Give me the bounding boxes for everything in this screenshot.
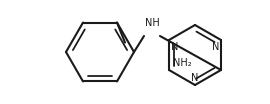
Text: NH₂: NH₂ [173, 58, 192, 68]
Text: N: N [171, 42, 178, 52]
Text: NH: NH [145, 18, 159, 28]
Text: N: N [191, 73, 199, 83]
Text: N: N [212, 42, 219, 52]
